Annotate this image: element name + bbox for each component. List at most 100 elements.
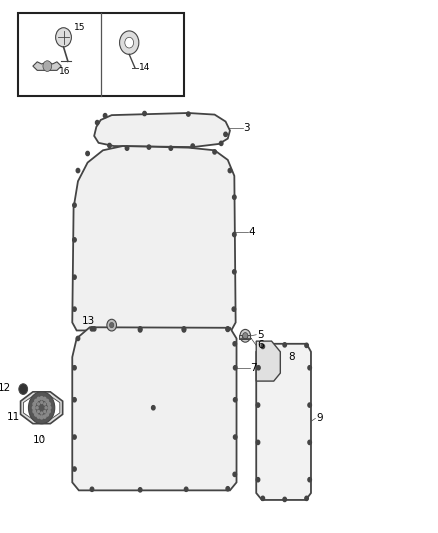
Text: 10: 10	[33, 435, 46, 445]
Circle shape	[90, 327, 94, 331]
Circle shape	[143, 111, 146, 116]
Circle shape	[73, 238, 76, 242]
Text: 15: 15	[74, 23, 85, 32]
Circle shape	[32, 406, 35, 409]
Circle shape	[232, 307, 236, 311]
Circle shape	[41, 412, 42, 414]
Text: 6: 6	[257, 341, 264, 350]
Text: 8: 8	[288, 352, 294, 362]
Circle shape	[256, 403, 260, 407]
Circle shape	[35, 413, 37, 416]
Circle shape	[73, 307, 76, 311]
Circle shape	[233, 270, 236, 274]
Circle shape	[33, 402, 35, 406]
Text: 12: 12	[0, 383, 11, 393]
Circle shape	[233, 366, 237, 370]
Circle shape	[40, 397, 43, 400]
Circle shape	[120, 31, 139, 54]
Circle shape	[125, 146, 129, 150]
Circle shape	[36, 407, 38, 409]
Circle shape	[184, 487, 188, 491]
Circle shape	[138, 488, 142, 492]
Circle shape	[43, 397, 46, 400]
Text: 9: 9	[316, 414, 323, 423]
Polygon shape	[72, 327, 237, 490]
Circle shape	[243, 333, 248, 339]
Circle shape	[38, 410, 39, 413]
Circle shape	[233, 232, 236, 237]
Polygon shape	[256, 344, 311, 500]
Text: 14: 14	[139, 63, 151, 72]
Circle shape	[43, 61, 52, 71]
Circle shape	[48, 410, 50, 413]
Circle shape	[261, 496, 265, 500]
Circle shape	[40, 416, 43, 419]
Circle shape	[283, 497, 286, 502]
Circle shape	[233, 342, 237, 346]
Circle shape	[257, 366, 260, 370]
Circle shape	[48, 402, 50, 406]
Circle shape	[73, 366, 76, 370]
Text: 3: 3	[244, 123, 250, 133]
Circle shape	[226, 327, 230, 332]
Circle shape	[191, 144, 194, 148]
Circle shape	[233, 435, 237, 439]
Circle shape	[308, 478, 311, 482]
Circle shape	[308, 366, 311, 370]
Polygon shape	[239, 335, 250, 339]
Circle shape	[90, 487, 94, 491]
Circle shape	[240, 329, 251, 342]
Circle shape	[19, 384, 28, 394]
Polygon shape	[21, 392, 63, 424]
Text: 5: 5	[257, 330, 264, 340]
Circle shape	[228, 168, 232, 173]
Circle shape	[44, 410, 46, 413]
Circle shape	[138, 327, 142, 331]
Circle shape	[125, 37, 134, 48]
Circle shape	[308, 440, 311, 445]
FancyBboxPatch shape	[18, 13, 184, 96]
Circle shape	[56, 28, 71, 47]
Circle shape	[169, 146, 173, 150]
Text: 11: 11	[7, 412, 20, 422]
Polygon shape	[23, 395, 60, 420]
Circle shape	[256, 440, 260, 445]
Circle shape	[138, 328, 142, 332]
Circle shape	[95, 120, 99, 125]
Circle shape	[219, 141, 223, 146]
Circle shape	[152, 406, 155, 410]
Circle shape	[86, 151, 89, 156]
Circle shape	[28, 392, 55, 424]
Circle shape	[308, 403, 311, 407]
Circle shape	[46, 399, 49, 402]
Circle shape	[103, 114, 107, 118]
Circle shape	[110, 322, 114, 328]
Circle shape	[43, 415, 46, 418]
Polygon shape	[94, 113, 230, 147]
Circle shape	[41, 401, 42, 403]
Circle shape	[45, 407, 47, 409]
Circle shape	[73, 275, 76, 279]
Circle shape	[233, 472, 237, 477]
Circle shape	[107, 319, 117, 331]
Circle shape	[44, 403, 46, 405]
Circle shape	[305, 343, 308, 348]
Circle shape	[147, 145, 151, 149]
Circle shape	[261, 344, 265, 349]
Circle shape	[233, 398, 237, 402]
Polygon shape	[33, 62, 61, 70]
Text: 7: 7	[250, 363, 257, 373]
Circle shape	[76, 168, 80, 173]
Circle shape	[182, 328, 186, 332]
Circle shape	[233, 195, 236, 199]
Polygon shape	[256, 341, 280, 381]
Circle shape	[305, 496, 308, 500]
Text: 4: 4	[249, 227, 255, 237]
Circle shape	[33, 410, 35, 413]
Circle shape	[182, 327, 186, 331]
Circle shape	[213, 150, 216, 154]
Text: 16: 16	[59, 68, 71, 76]
Circle shape	[73, 467, 76, 471]
Circle shape	[73, 435, 76, 439]
Circle shape	[92, 327, 96, 331]
